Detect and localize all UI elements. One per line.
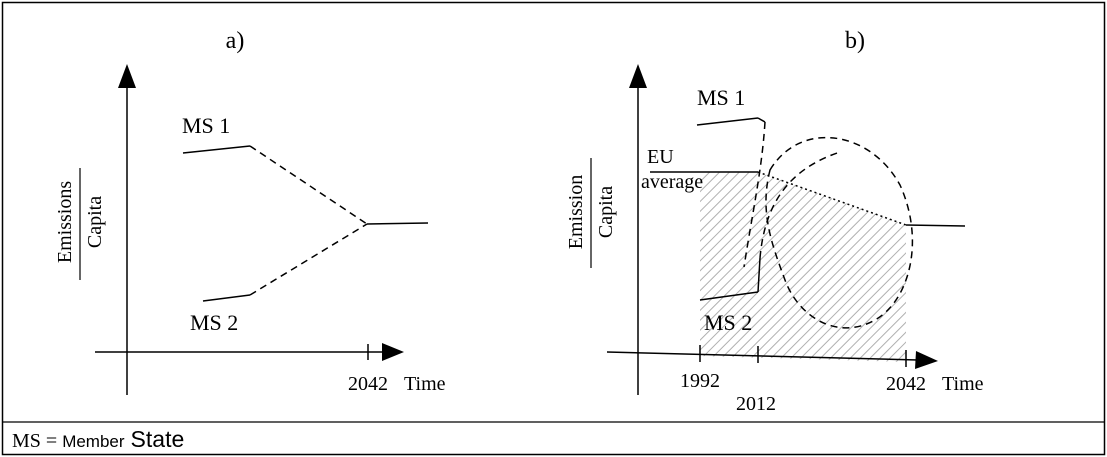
footer-word-member: Member [62,432,125,451]
panel-b-converged-line [905,224,966,227]
panel-a-y-arrowhead [118,64,136,88]
panel-b-xtick-label-1992: 1992 [680,370,720,392]
panel-b-xtick-label-2012: 2012 [736,393,776,415]
panel-b-xlabel: Time [942,373,984,395]
panel-b-ylabel-top: Emission [565,175,587,249]
panel-a-ms2-solid [202,294,251,302]
panel-b: b) Emission Capita MS 1 EU average MS [565,28,984,415]
panel-a: a) Emissions Capita MS 1 MS 2 2042 Time [54,28,446,395]
panel-a-ms1-dashed [249,145,368,225]
panel-b-dashed-loop [765,136,914,329]
panel-b-ms1-solid [696,117,759,126]
panel-a-ms1-solid [182,145,251,154]
panel-b-ms1-vertical [757,117,766,123]
panel-a-ms2-label: MS 2 [190,310,238,335]
panel-a-converged-line [366,222,429,225]
panel-b-eu-label-line2: average [641,171,703,193]
panel-b-title: b) [845,28,865,54]
panel-b-ms1-dashed [743,121,766,268]
panel-b-x-arrowhead [915,351,938,369]
panel-a-ylabel-bottom: Capita [84,196,106,248]
panel-a-title: a) [226,28,245,54]
footer-legend: MS = Member State [12,426,184,452]
panel-b-ylabel-bottom: Capita [595,186,617,238]
panel-a-ms2-dashed [249,223,368,296]
panel-a-ms1-label: MS 1 [182,113,230,138]
panel-a-x-arrowhead [382,343,404,361]
footer-word-state: State [131,426,185,452]
panel-b-eu-average-dotted [757,171,907,226]
panel-a-xtick-label-2042: 2042 [348,373,388,395]
panel-b-eu-label-line1: EU [647,146,674,168]
panel-b-y-arrowhead [629,64,647,88]
panel-b-x-axis [606,351,919,361]
panel-a-ylabel-top: Emissions [54,181,76,263]
panel-b-ms2-label: MS 2 [704,310,752,335]
panel-b-ms2-solid [699,291,759,301]
panel-b-ms1-label: MS 1 [697,85,745,110]
panel-b-xtick-label-2042: 2042 [886,373,926,395]
panel-b-ms2-vertical [757,257,761,293]
panel-a-xlabel: Time [404,373,446,395]
panel-b-ms2-dashed [759,151,841,259]
footer-prefix: MS = [12,430,62,452]
